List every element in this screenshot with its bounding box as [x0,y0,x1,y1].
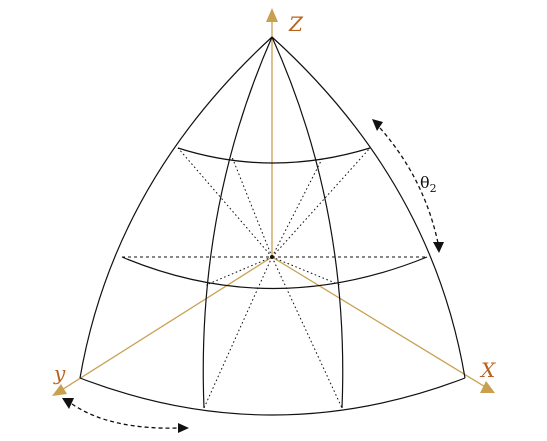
theta-subscript: 2 [430,182,437,195]
origin-point [270,255,274,259]
z-axis-arrowhead [266,8,278,22]
dotted-radial [271,147,371,258]
y-axis-arrowhead [52,384,67,396]
outer-arc-left [79,36,273,379]
latitude-middle [121,256,428,290]
z-axis-label: Z [288,12,304,36]
y-axis-label: y [53,361,66,385]
dotted-radial [271,256,343,409]
boundary-curves [79,36,466,416]
theta2-arc [379,127,439,244]
x-axis-label: X [479,358,496,382]
theta2-label: θ2 [420,173,437,195]
meridian-right [271,36,344,409]
bottom-arc [71,403,181,429]
radial-dotted-lines [177,147,371,409]
bottom-arrowhead-right [178,423,189,433]
dotted-radial [231,156,273,258]
axes-group [52,8,495,396]
dotted-radial [271,156,324,258]
dotted-radial [177,147,273,258]
outer-arc-right [271,36,466,379]
theta2-arrowhead-bottom [433,242,444,253]
dotted-radial [203,256,273,409]
bottom-rotation-arrow [62,398,189,433]
y-axis [59,256,273,392]
outer-arc-bottom [79,377,466,416]
bottom-arrowhead-left [62,398,74,409]
latitude-upper [177,147,371,164]
x-axis-arrowhead [480,381,495,393]
x-axis [271,256,488,389]
meridian-left [202,36,273,409]
theta-symbol: θ [420,173,430,192]
dotted-radial [205,256,273,286]
theta2-arrowhead-top [372,119,383,131]
dotted-radial [271,256,341,286]
theta2-arrow [372,119,444,253]
